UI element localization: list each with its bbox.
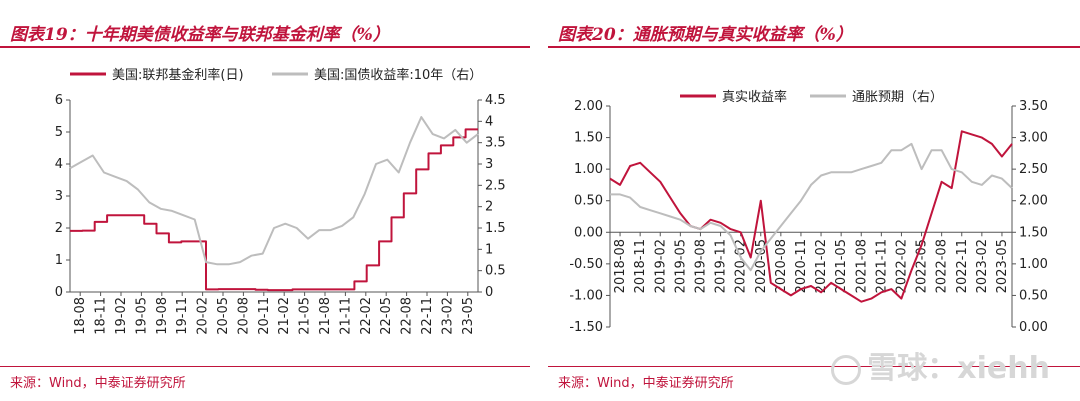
- y-right-tick-label: 4.5: [485, 93, 506, 108]
- x-tick-label: 22-05: [379, 297, 394, 335]
- y-right-tick-label: 1.5: [485, 221, 506, 236]
- y-right-tick-label: 1: [485, 242, 493, 257]
- x-tick-label: 2022-11: [955, 239, 970, 293]
- y-left-tick-label: 3: [55, 189, 63, 204]
- x-tick-label: 19-11: [175, 297, 190, 335]
- x-tick-label: 2019-05: [673, 239, 688, 293]
- x-tick-label: 2023-02: [975, 239, 990, 293]
- x-tick-label: 18-08: [73, 297, 88, 335]
- chart-title: 图表19：十年期美债收益率与联邦基金利率（%）: [10, 25, 390, 45]
- y-right-tick-label: 3.5: [485, 136, 506, 151]
- x-tick-label: 19-08: [155, 297, 170, 335]
- chart-source: 来源：Wind，中泰证券研究所: [10, 376, 186, 391]
- x-tick-label: 23-02: [440, 297, 455, 335]
- y-left-tick-label: 6: [55, 93, 63, 108]
- x-tick-label: 2022-08: [935, 239, 950, 293]
- x-tick-label: 20-02: [196, 297, 211, 335]
- chart-title: 图表20：通胀预期与真实收益率（%）: [558, 25, 853, 45]
- x-tick-label: 20-11: [257, 297, 272, 335]
- y-right-tick-label: 3.00: [1019, 131, 1048, 146]
- x-tick-label: 2022-05: [915, 239, 930, 293]
- y-right-tick-label: 0.50: [1019, 288, 1048, 303]
- y-right-tick-label: 2.00: [1019, 194, 1048, 209]
- x-tick-label: 2022-02: [894, 239, 909, 293]
- x-tick-label: 21-11: [338, 297, 353, 335]
- x-tick-label: 2021-05: [834, 239, 849, 293]
- x-tick-label: 2021-11: [874, 239, 889, 293]
- title-rule: [548, 46, 1080, 48]
- x-tick-label: 20-08: [236, 297, 251, 335]
- x-tick-label: 22-02: [359, 297, 374, 335]
- x-tick-label: 22-08: [400, 297, 415, 335]
- y-left-tick-label: 2.00: [574, 99, 603, 114]
- y-right-tick-label: 2.50: [1019, 162, 1048, 177]
- watermark-text: 雪球：xiehh: [867, 351, 1050, 386]
- y-right-tick-label: 0.00: [1019, 320, 1048, 335]
- x-tick-label: 22-11: [420, 297, 435, 335]
- x-tick-label: 21-05: [298, 297, 313, 335]
- legend-label-1: 通胀预期（右）: [852, 90, 943, 105]
- chart-right: -1.50 -1.00 -0.50 0.00 0.50 1.00 1.50 2.00 0.00 0…: [569, 89, 1048, 335]
- y-right-tick-label: 2: [485, 200, 493, 215]
- x-tick-label: 2018-08: [613, 239, 628, 293]
- x-tick-label: 2021-08: [854, 239, 869, 293]
- y-right-tick-label: 1.00: [1019, 257, 1048, 272]
- source-rule: [548, 366, 1080, 367]
- series-line-0: [70, 128, 478, 292]
- series-line-1: [69, 116, 479, 266]
- y-left-tick-label: 0.00: [574, 225, 603, 240]
- x-tick-label: 2020-11: [794, 239, 809, 293]
- y-left-tick-label: 5: [55, 125, 63, 140]
- title-rule: [0, 46, 530, 48]
- legend-label-1: 美国:国债收益率:10年（右）: [314, 67, 482, 83]
- x-tick-label: 2020-08: [774, 239, 789, 293]
- x-tick-label: 2018-11: [633, 239, 648, 293]
- x-tick-label: 2021-02: [814, 239, 829, 293]
- chart-left: 0 1 2 3 4 5 6 0 0.5 1 1.5 2 2.5 3 3.5 4 4.5 18-08 18-11 19-…: [55, 67, 506, 335]
- y-left-tick-label: 4: [55, 157, 63, 172]
- y-left-tick-label: 1: [55, 253, 63, 268]
- x-tick-label: 2019-08: [693, 239, 708, 293]
- chart-panel-left: 图表19：十年期美债收益率与联邦基金利率（%） 0 1 2 3 4 5 6 0 0.5 1 1.5 2…: [0, 25, 530, 391]
- chart-panel-right: 图表20：通胀预期与真实收益率（%） -1.50 -1.00 -0.50 0.00 0.…: [548, 0, 1080, 401]
- legend-label-0: 美国:联邦基金利率(日): [112, 67, 244, 83]
- series-line-0: [609, 130, 1013, 303]
- x-tick-label: 19-05: [134, 297, 149, 335]
- x-tick-label: 18-11: [94, 297, 109, 335]
- x-tick-label: 23-05: [461, 297, 476, 335]
- y-left-tick-label: 2: [55, 221, 63, 236]
- x-tick-label: 2019-11: [714, 239, 729, 293]
- x-tick-label: 2020-05: [754, 239, 769, 293]
- source-rule: [0, 366, 530, 367]
- y-right-tick-label: 0: [485, 285, 493, 300]
- snowball-logo-icon: [831, 354, 862, 385]
- x-tick-label: 2019-02: [653, 239, 668, 293]
- legend-label-0: 真实收益率: [722, 89, 787, 105]
- y-right-tick-label: 3: [485, 157, 493, 172]
- x-tick-label: 19-02: [114, 297, 129, 335]
- y-left-tick-label: 0.50: [574, 194, 603, 209]
- y-right-tick-label: 1.50: [1019, 225, 1048, 240]
- y-left-tick-label: -1.00: [569, 288, 603, 303]
- y-right-tick-label: 4: [485, 114, 493, 129]
- x-tick-label: 2023-05: [995, 239, 1010, 293]
- x-tick-label: 21-08: [318, 297, 333, 335]
- y-left-tick-label: 1.50: [574, 131, 603, 146]
- y-left-tick-label: -0.50: [569, 257, 603, 272]
- y-left-tick-label: 0: [55, 285, 63, 300]
- y-left-tick-label: 1.00: [574, 162, 603, 177]
- y-right-tick-label: 0.5: [485, 264, 506, 279]
- series-line-1: [610, 142, 1013, 272]
- x-tick-label: 20-05: [216, 297, 231, 335]
- watermark: 雪球：xiehh: [831, 343, 1050, 387]
- x-tick-label: 21-02: [277, 297, 292, 335]
- y-right-tick-label: 2.5: [485, 178, 506, 193]
- y-right-tick-label: 3.50: [1019, 99, 1048, 114]
- chart-source: 来源：Wind，中泰证券研究所: [558, 376, 734, 391]
- y-left-tick-label: -1.50: [569, 320, 603, 335]
